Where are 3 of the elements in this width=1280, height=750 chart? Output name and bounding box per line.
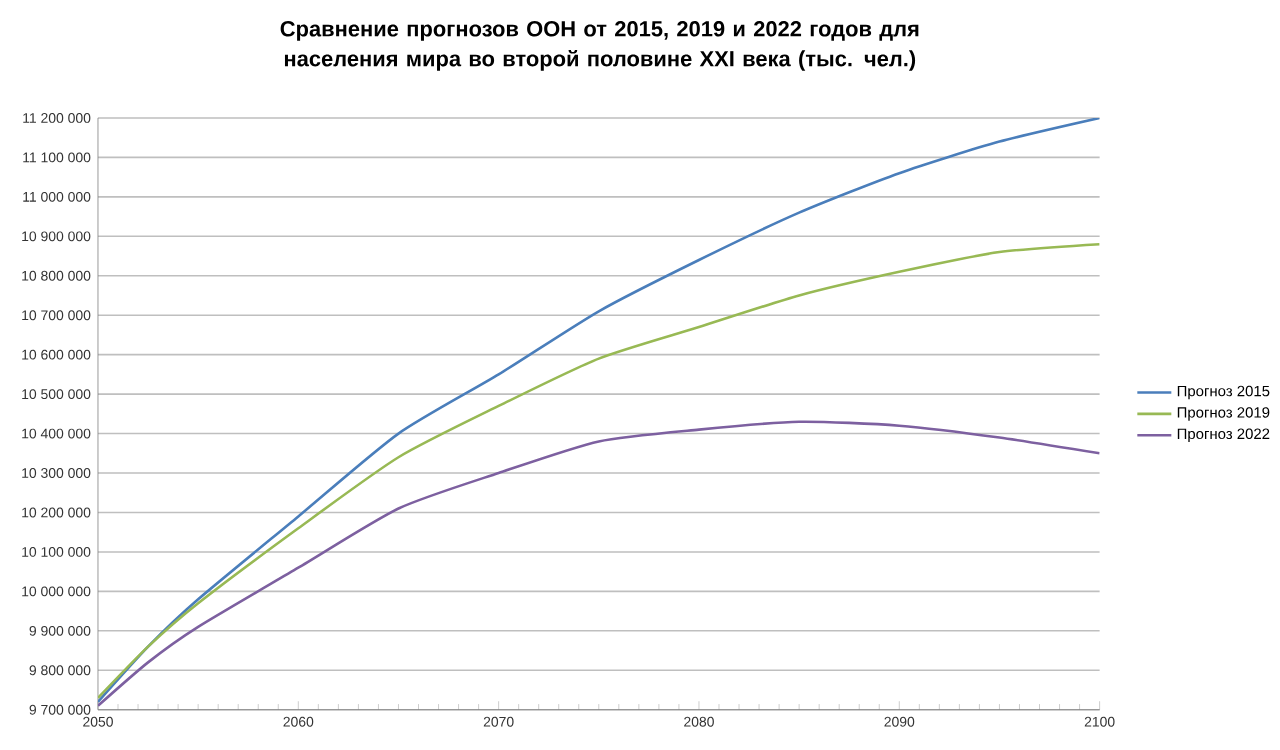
- chart-title: Сравнение прогнозов ООН от 2015, 2019 и 2022 годов для населения мира во второй половине XXI века (тыс. чел.): [280, 21, 919, 71]
- line-series: [97, 243, 1100, 700]
- line-series: [97, 118, 1100, 704]
